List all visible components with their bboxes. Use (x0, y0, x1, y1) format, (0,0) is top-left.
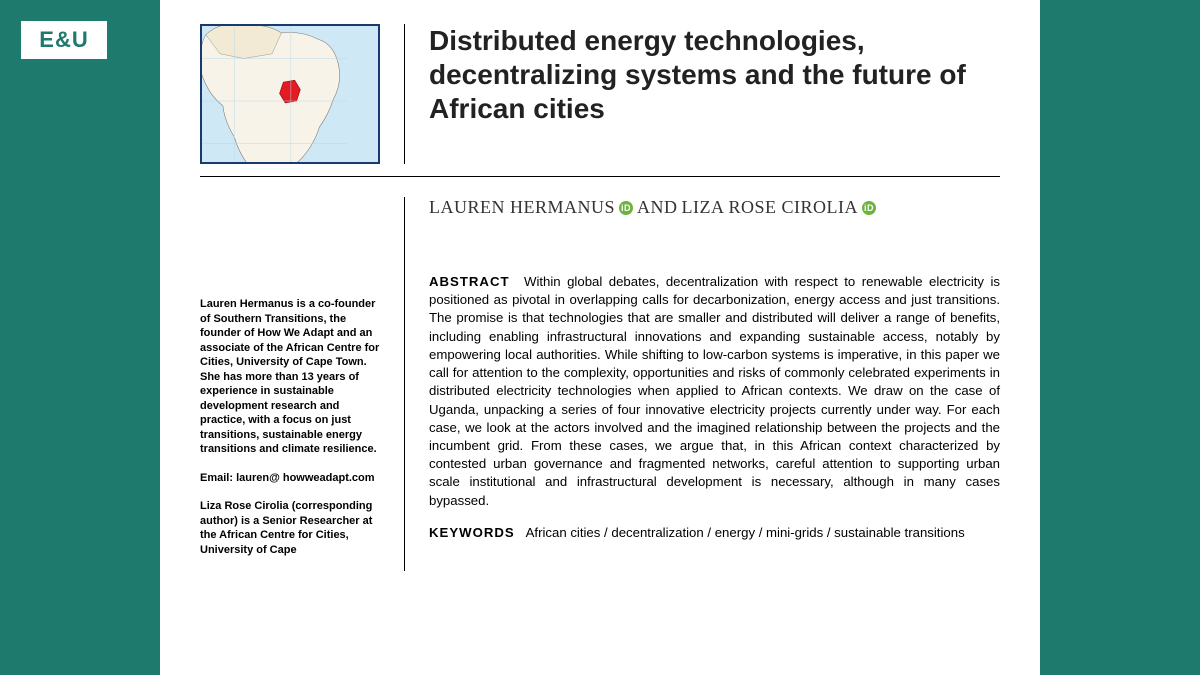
africa-map (200, 24, 380, 164)
keywords-line: KEYWORDS African cities / decentralizati… (429, 524, 1000, 542)
orcid-icon: iD (862, 201, 876, 215)
abstract-label: ABSTRACT (429, 274, 510, 289)
author-separator: AND (637, 197, 678, 218)
paper-title: Distributed energy technologies, decentr… (429, 24, 1000, 126)
author-1: LAUREN HERMANUS (429, 197, 615, 218)
keywords-text: African cities / decentralization / ener… (526, 525, 965, 540)
africa-continent-icon (200, 24, 367, 164)
abstract-text: Within global debates, decentralization … (429, 274, 1000, 508)
author-line: LAUREN HERMANUS iD AND LIZA ROSE CIROLIA… (429, 197, 1000, 218)
orcid-icon: iD (619, 201, 633, 215)
bio-author1: Lauren Hermanus is a co-founder of South… (200, 297, 380, 457)
abstract-paragraph: ABSTRACT Within global debates, decentra… (429, 273, 1000, 510)
map-column (200, 24, 380, 164)
keywords-label: KEYWORDS (429, 525, 515, 540)
bio-email: Email: lauren@ howweadapt.com (200, 471, 380, 486)
header-row: Distributed energy technologies, decentr… (200, 24, 1000, 177)
content-row: Lauren Hermanus is a co-founder of South… (200, 197, 1000, 571)
author-bio-column: Lauren Hermanus is a co-founder of South… (200, 197, 380, 571)
paper-page: Distributed energy technologies, decentr… (160, 0, 1040, 675)
journal-logo: E&U (18, 18, 110, 62)
title-column: Distributed energy technologies, decentr… (404, 24, 1000, 164)
bio-author2: Liza Rose Cirolia (corresponding author)… (200, 499, 380, 557)
author-2: LIZA ROSE CIROLIA (682, 197, 859, 218)
logo-text: E&U (39, 27, 88, 53)
main-column: LAUREN HERMANUS iD AND LIZA ROSE CIROLIA… (404, 197, 1000, 571)
